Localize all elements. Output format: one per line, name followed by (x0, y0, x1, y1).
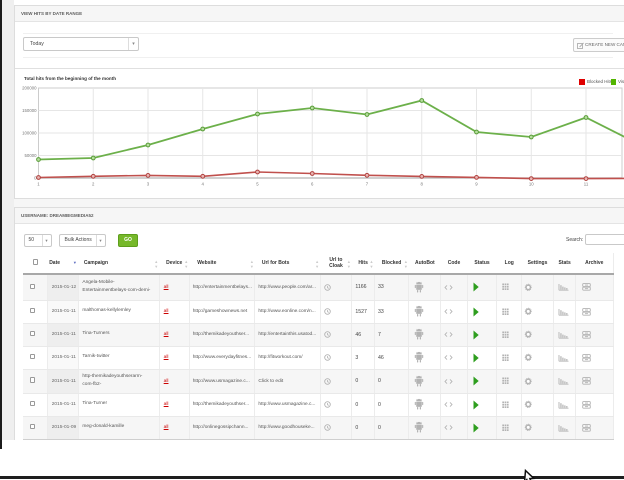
svg-text:100000: 100000 (22, 131, 37, 136)
svg-text:7: 7 (366, 182, 369, 187)
svg-text:150000: 150000 (22, 108, 37, 113)
svg-text:6: 6 (311, 182, 314, 187)
svg-text:50000: 50000 (25, 153, 38, 158)
svg-text:0: 0 (34, 176, 37, 181)
svg-text:11: 11 (584, 182, 589, 187)
svg-text:5: 5 (256, 182, 259, 187)
svg-text:2: 2 (92, 182, 95, 187)
svg-text:9: 9 (475, 182, 478, 187)
svg-text:4: 4 (202, 182, 205, 187)
svg-text:3: 3 (147, 182, 150, 187)
svg-text:1: 1 (37, 182, 40, 187)
svg-text:10: 10 (529, 182, 534, 187)
svg-text:200000: 200000 (22, 86, 37, 91)
svg-text:8: 8 (421, 182, 424, 187)
